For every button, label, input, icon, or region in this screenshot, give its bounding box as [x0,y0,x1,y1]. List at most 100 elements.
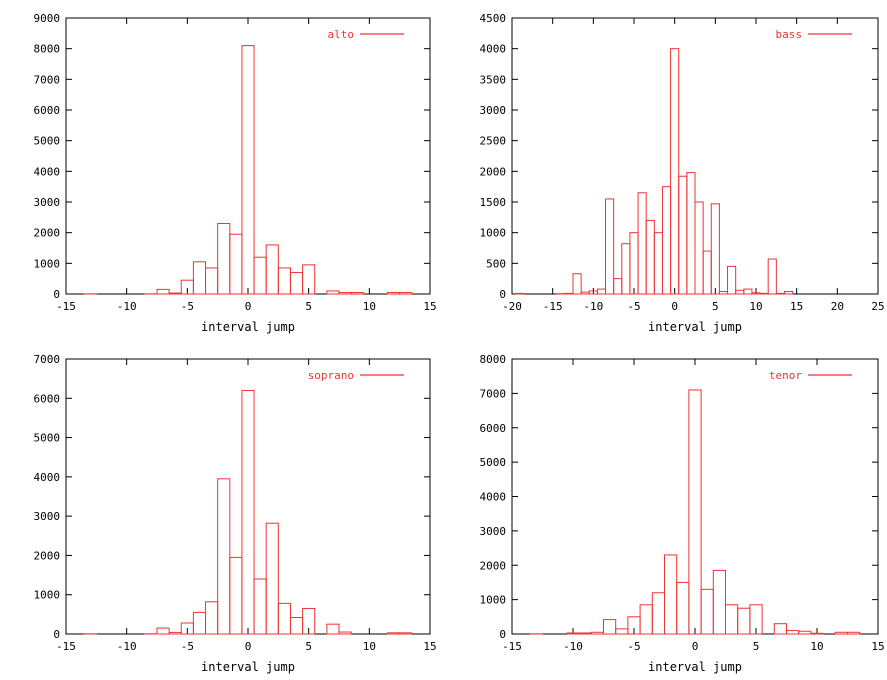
legend-label: soprano [308,369,354,382]
histogram-bar [205,601,219,635]
y-tick-label: 0 [53,628,60,641]
histogram-bar [743,288,753,295]
y-tick-label: 8000 [480,353,507,366]
histogram-bar [678,175,688,295]
histogram-bar [661,186,672,295]
histogram-bar [205,267,219,295]
x-axis-label: interval jump [648,660,742,674]
histogram-bar [775,292,785,295]
histogram-bar [653,232,663,295]
y-tick-label: 7000 [34,353,61,366]
x-tick-label: 10 [363,640,376,653]
y-tick-label: 0 [53,288,60,301]
histogram-bar [572,273,582,295]
histogram-bar [265,244,279,295]
histogram-bar [338,291,352,295]
x-axis-label: interval jump [201,320,295,334]
histogram-bar [515,292,525,295]
y-tick-label: 4000 [480,43,507,56]
histogram-bar [289,617,304,635]
y-tick-label: 8000 [34,43,61,56]
y-tick-label: 1000 [480,594,507,607]
histogram-bar [338,631,352,635]
chart-panel-alto: 0 1000 2000 3000 4000 5000 6000 7000 8000 9000 -15… [34,12,437,334]
y-tick-label: 5000 [34,432,61,445]
histogram-bar [265,522,279,635]
y-tick-label: 2500 [480,135,507,148]
y-tick-label: 7000 [34,73,61,86]
y-tick-label: 3500 [480,73,507,86]
y-tick-label: 6000 [34,104,61,117]
y-tick-label: 4000 [34,165,61,178]
y-tick-label: 1000 [34,589,61,602]
y-tick-label: 4500 [480,12,507,25]
y-tick-label: 3000 [480,525,507,538]
x-tick-label: 20 [831,300,844,313]
histogram-bar [564,292,574,295]
histogram-bar [217,478,231,635]
x-tick-label: 5 [305,300,312,313]
x-tick-label: 15 [871,640,884,653]
histogram-bar [277,602,291,635]
x-tick-label: 10 [363,300,376,313]
x-tick-label: 0 [692,640,699,653]
histogram-bar [847,631,861,635]
histogram-bar [613,278,623,295]
histogram-bar [670,48,680,295]
histogram-bar [786,630,800,635]
histogram-bar [253,578,267,635]
histogram-bar [615,628,629,635]
y-tick-label: 500 [486,257,506,270]
histogram-bar [694,201,704,295]
histogram-bar [229,233,243,295]
x-tick-label: 0 [671,300,678,313]
chart-panel-soprano: 0 1000 2000 3000 4000 5000 6000 7000 -15 -10 -5 0 5 1… [34,353,437,674]
histogram-bar [596,288,607,295]
histogram-bar [639,604,653,635]
histogram-bar [651,592,665,635]
y-tick-label: 2000 [34,227,61,240]
y-tick-label: 5000 [480,456,507,469]
y-tick-label: 6000 [34,392,61,405]
histogram-bar [399,632,413,635]
histogram-bar [326,290,340,295]
y-tick-label: 4000 [34,471,61,484]
x-tick-label: -15 [502,640,522,653]
legend-label: alto [328,28,355,41]
x-tick-label: 0 [245,640,252,653]
histogram-bar [712,569,726,635]
histogram-bar [783,291,794,295]
histogram-bar [578,632,592,635]
x-tick-label: 5 [753,640,760,653]
histogram-bar [727,265,737,295]
histogram-bar [773,623,787,635]
x-tick-label: 15 [790,300,803,313]
histogram-bar [289,272,304,295]
x-tick-label: -15 [56,300,76,313]
histogram-bar [590,631,604,635]
x-tick-label: 25 [871,300,884,313]
y-tick-label: 3000 [34,196,61,209]
y-tick-label: 1000 [480,227,507,240]
histogram-bar [798,630,812,635]
x-tick-label: 10 [810,640,823,653]
histogram-bar [387,291,401,295]
x-axis-label: interval jump [201,660,295,674]
x-tick-label: 5 [712,300,719,313]
histogram-bar [688,389,702,635]
x-tick-label: 5 [305,640,312,653]
y-tick-label: 6000 [480,422,507,435]
histogram-bar [326,623,340,635]
histogram-bar [253,256,267,295]
x-tick-label: -5 [181,640,194,653]
plot-frame [65,17,431,295]
histogram-bar [834,631,848,635]
histogram-bar [735,289,745,295]
histogram-bar [399,291,413,295]
histogram-bar [637,192,647,295]
histogram-bar [217,222,231,295]
histogram-bar [737,607,751,635]
histogram-bar [350,291,364,295]
histogram-bar [749,604,763,635]
